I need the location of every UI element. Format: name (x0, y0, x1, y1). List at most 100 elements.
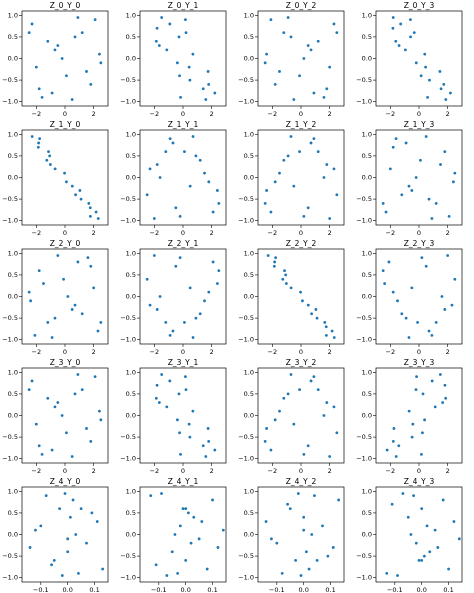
y-tick-label: −0.5 (120, 433, 136, 441)
point (282, 158, 286, 162)
point (403, 48, 407, 52)
point (399, 22, 403, 26)
x-tick-label: 0 (63, 348, 67, 356)
y-tick-label: 0.0 (244, 412, 254, 420)
point (99, 321, 103, 324)
point (79, 197, 83, 201)
panel-title: Z_3_Y_1 (168, 358, 199, 367)
x-tick-label: 0 (417, 229, 421, 237)
y-tick-label: −1.0 (238, 98, 254, 106)
point (152, 254, 156, 257)
point (424, 65, 427, 69)
point (302, 452, 306, 456)
point (191, 409, 195, 413)
y-tick-label: 0.5 (244, 390, 254, 398)
panel-title: Z_0_Y_3 (404, 1, 435, 10)
point (400, 193, 404, 197)
point (396, 299, 399, 303)
point (65, 431, 68, 435)
x-tick-label: −2 (32, 467, 42, 475)
panel: Z_1_Y_0 −2 0 2 −1.0 −0.5 0.0 0.5 1.0 (2, 120, 109, 237)
y-tick-label: −0.5 (2, 195, 18, 203)
point (27, 31, 31, 34)
panel: Z_4_Y_3 −0.1 0.0 0.1 −1.0 −0.5 0.0 0.5 1.0 (356, 477, 463, 593)
point (89, 264, 93, 268)
x-tick-label: −2 (268, 348, 278, 356)
point (183, 150, 186, 153)
point (78, 189, 82, 192)
y-tick-label: −1.0 (238, 217, 254, 225)
y-tick-label: −1.0 (120, 574, 136, 582)
point (76, 373, 80, 376)
point (332, 405, 336, 409)
x-tick-label: −2 (150, 348, 160, 356)
point (171, 141, 175, 145)
panel-title: Z_3_Y_0 (50, 358, 81, 367)
point (37, 444, 41, 448)
point (56, 254, 60, 257)
point (387, 260, 391, 264)
point (330, 329, 334, 333)
point (145, 277, 149, 281)
point (204, 98, 208, 101)
x-tick-label: 2 (328, 348, 332, 356)
y-tick-label: 0.5 (126, 271, 136, 279)
point (316, 150, 320, 153)
point (183, 321, 186, 324)
point (176, 571, 180, 575)
point (177, 392, 181, 396)
point (385, 571, 389, 575)
x-tick-label: −2 (32, 229, 42, 237)
panel: Z_3_Y_3 −2 0 2 −1.0 −0.5 0.0 0.5 1.0 (356, 358, 463, 475)
point (331, 546, 335, 549)
point (384, 210, 388, 214)
y-tick-label: 1.0 (8, 368, 18, 376)
y-tick-label: 0.5 (362, 33, 372, 41)
panel: Z_3_Y_1 −2 0 2 −1.0 −0.5 0.0 0.5 1.0 (120, 358, 227, 475)
axes-frame (375, 367, 463, 464)
point (170, 550, 174, 554)
point (154, 396, 158, 400)
point (316, 388, 320, 391)
point (423, 52, 427, 56)
y-tick-label: 0.5 (8, 509, 18, 517)
point (312, 375, 316, 379)
point (200, 520, 204, 523)
point (453, 171, 457, 175)
point (390, 502, 394, 506)
x-tick-label: −2 (150, 110, 160, 118)
point (430, 217, 434, 220)
y-tick-label: 1.0 (126, 249, 136, 257)
x-tick-label: 0 (299, 110, 303, 118)
point (65, 74, 68, 78)
y-tick-label: −0.5 (2, 314, 18, 322)
x-tick-label: 2 (328, 229, 332, 237)
point (184, 31, 188, 34)
point (93, 375, 97, 379)
y-tick-label: −0.5 (120, 314, 136, 322)
y-tick-label: −0.5 (120, 552, 136, 560)
point (60, 57, 64, 60)
point (216, 282, 219, 285)
x-tick-label: 0 (63, 229, 67, 237)
point (427, 329, 431, 333)
point (430, 379, 434, 383)
panel-title: Z_0_Y_1 (168, 1, 199, 10)
y-tick-label: 0.5 (8, 152, 18, 160)
x-tick-label: −2 (386, 110, 396, 118)
axes-frame (139, 367, 227, 464)
point (168, 137, 172, 141)
point (211, 210, 215, 214)
point (265, 189, 268, 192)
point (430, 333, 434, 337)
point (278, 171, 281, 175)
point (48, 154, 52, 158)
point (176, 418, 179, 422)
point (50, 336, 54, 339)
point (89, 440, 93, 443)
x-tick-label: 0.0 (299, 586, 309, 593)
point (397, 44, 401, 47)
y-tick-label: −1.0 (356, 574, 372, 582)
point (92, 286, 96, 290)
point (38, 137, 42, 141)
